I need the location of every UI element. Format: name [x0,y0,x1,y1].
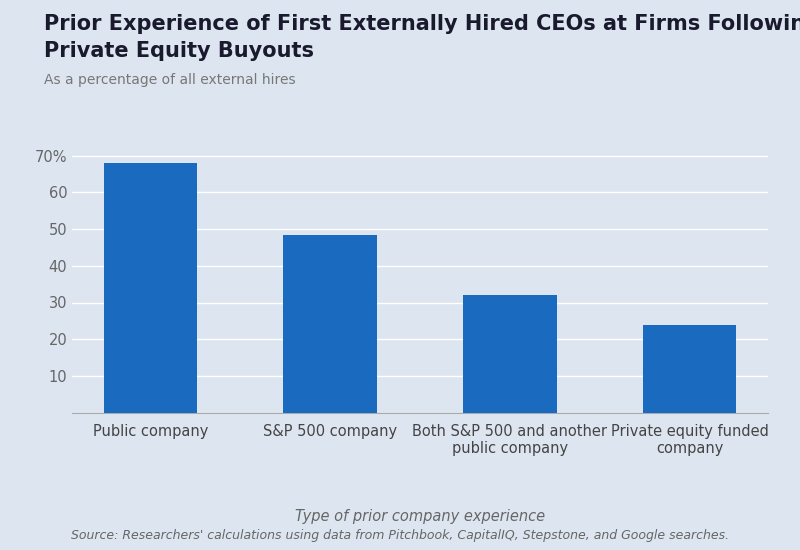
Text: As a percentage of all external hires: As a percentage of all external hires [44,73,296,86]
X-axis label: Type of prior company experience: Type of prior company experience [295,509,545,524]
Bar [463,295,557,412]
Text: Private Equity Buyouts: Private Equity Buyouts [44,41,314,61]
Bar [643,324,736,412]
Text: Source: Researchers' calculations using data from Pitchbook, CapitalIQ, Stepston: Source: Researchers' calculations using … [71,529,729,542]
Bar [283,235,377,412]
Text: Prior Experience of First Externally Hired CEOs at Firms Following: Prior Experience of First Externally Hir… [44,14,800,34]
Bar [104,163,197,412]
